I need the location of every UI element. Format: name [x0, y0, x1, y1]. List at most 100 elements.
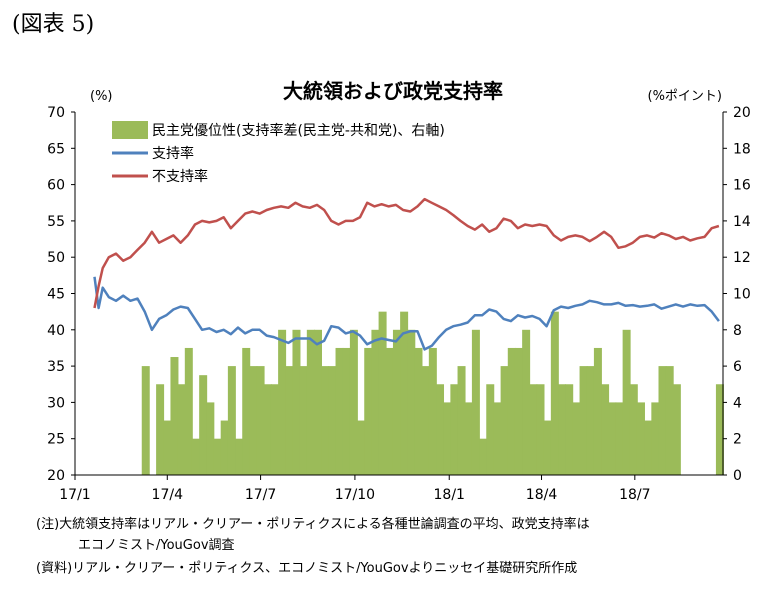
advantage-bar [471, 329, 480, 475]
left-tick-label: 65 [47, 141, 65, 157]
advantage-bar [227, 366, 236, 475]
advantage-bar [579, 366, 588, 475]
note-line-2: エコノミスト/YouGov調査 [78, 538, 235, 553]
chart-title: 大統領および政党支持率 [283, 79, 503, 103]
left-tick-label: 35 [47, 359, 65, 375]
advantage-bar [493, 402, 502, 475]
advantage-bar [543, 420, 552, 475]
advantage-bar [364, 347, 373, 475]
advantage-bar [593, 347, 602, 475]
right-tick-label: 8 [733, 323, 742, 339]
advantage-bar [249, 366, 258, 475]
advantage-bar [335, 347, 344, 475]
advantage-bar [572, 402, 581, 475]
advantage-bar [235, 438, 244, 475]
advantage-bar [464, 402, 473, 475]
right-tick-label: 4 [733, 395, 742, 411]
advantage-bar [299, 366, 308, 475]
advantage-bar [629, 384, 638, 475]
legend-swatch-bar [112, 121, 148, 139]
advantage-bar [651, 402, 660, 475]
right-tick-label: 16 [733, 178, 751, 194]
left-tick-label: 45 [47, 287, 65, 303]
advantage-bar [601, 384, 610, 475]
x-tick-label: 17/1 [59, 487, 90, 503]
right-tick-label: 0 [733, 468, 742, 484]
advantage-bar [615, 402, 624, 475]
right-tick-label: 2 [733, 432, 742, 448]
advantage-bar [636, 402, 645, 475]
advantage-bar [263, 384, 272, 475]
advantage-bar [371, 329, 380, 475]
left-tick-label: 60 [47, 178, 65, 194]
right-axis-unit: (%ポイント) [648, 89, 723, 104]
advantage-bar [479, 438, 488, 475]
approval-chart: 大統領および政党支持率 (%) (%ポイント) 2025303540455055… [47, 79, 751, 503]
advantage-bar [672, 384, 681, 475]
advantage-bar [715, 384, 724, 475]
advantage-bar [436, 384, 445, 475]
advantage-bar [206, 402, 215, 475]
lines-layer [93, 197, 720, 351]
advantage-bar [644, 420, 653, 475]
disapproval-line [93, 197, 720, 309]
advantage-bar [256, 366, 265, 475]
left-tick-label: 50 [47, 250, 65, 266]
left-tick-label: 20 [47, 468, 65, 484]
advantage-bar [514, 347, 523, 475]
advantage-bar [220, 420, 229, 475]
right-tick-label: 12 [733, 250, 751, 266]
advantage-bar [522, 329, 531, 475]
advantage-bar [558, 384, 567, 475]
advantage-bar [242, 347, 251, 475]
right-tick-label: 6 [733, 359, 742, 375]
advantage-bar [400, 311, 409, 475]
advantage-bar [306, 329, 315, 475]
advantage-bar [378, 311, 387, 475]
advantage-bar [292, 329, 301, 475]
advantage-bar [270, 384, 279, 475]
advantage-bar [500, 366, 509, 475]
advantage-bar [428, 347, 437, 475]
advantage-bar [529, 384, 538, 475]
advantage-bar [321, 366, 330, 475]
advantage-bar [608, 402, 617, 475]
x-tick-label: 17/10 [335, 487, 375, 503]
legend-label: 民主党優位性(支持率差(民主党-共和党)、右軸) [152, 122, 445, 139]
right-tick-label: 18 [733, 141, 751, 157]
advantage-bar [622, 329, 631, 475]
advantage-bar [141, 366, 150, 475]
right-tick-label: 14 [733, 214, 751, 230]
advantage-bar [349, 329, 358, 475]
advantage-bar [285, 366, 294, 475]
left-tick-label: 40 [47, 323, 65, 339]
advantage-bar [163, 420, 172, 475]
advantage-bar [414, 347, 423, 475]
advantage-bar [342, 347, 351, 475]
advantage-bar [177, 384, 186, 475]
advantage-bar [213, 438, 222, 475]
advantage-bar [278, 329, 287, 475]
advantage-bar [392, 329, 401, 475]
x-tick-label: 18/4 [526, 487, 558, 503]
advantage-bar [658, 366, 667, 475]
x-tick-label: 18/1 [434, 487, 465, 503]
advantage-bar [443, 402, 452, 475]
advantage-bar [357, 420, 366, 475]
advantage-bar [565, 384, 574, 475]
advantage-bar [328, 366, 337, 475]
advantage-bar [385, 347, 394, 475]
left-tick-label: 55 [47, 214, 65, 230]
legend-label: 支持率 [152, 145, 194, 162]
left-tick-label: 30 [47, 395, 65, 411]
left-tick-label: 25 [47, 432, 65, 448]
right-tick-label: 20 [733, 105, 751, 121]
right-tick-label: 10 [733, 287, 751, 303]
advantage-bar [191, 438, 200, 475]
advantage-bar [550, 311, 559, 475]
advantage-bar [665, 366, 674, 475]
advantage-bar [407, 329, 416, 475]
left-tick-label: 70 [47, 105, 65, 121]
bars-layer [141, 311, 724, 475]
